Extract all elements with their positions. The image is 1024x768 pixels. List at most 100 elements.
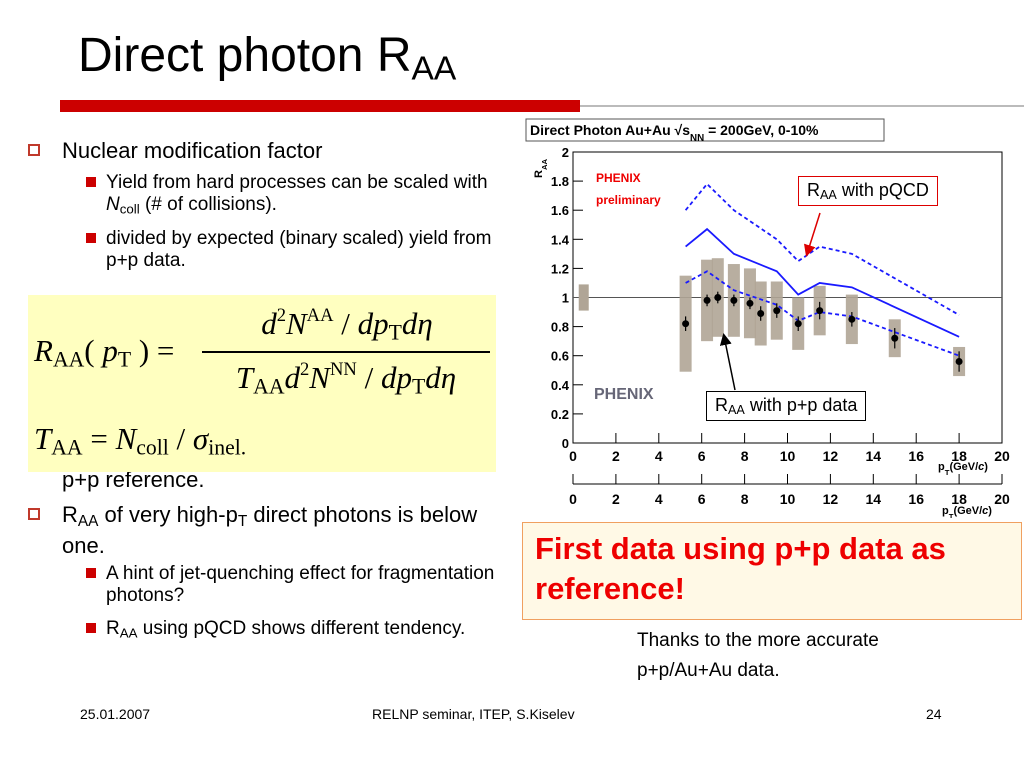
experiment-label: PHENIX — [596, 171, 641, 185]
bullet: Nuclear modification factor — [62, 139, 512, 163]
x-tick-label: 2 — [612, 491, 620, 507]
x-tick-label: 14 — [866, 491, 882, 507]
formula-box: RAA( pT ) = d2NAA / dpTdη TAAd2NNN / dpT… — [28, 295, 496, 472]
text-run: T — [949, 512, 954, 519]
text-run: d — [425, 360, 441, 396]
rich-text: Direct Photon Au+Au √sNN = 200GeV, 0-10% — [530, 122, 819, 144]
x-tick-label: 18 — [951, 448, 967, 464]
note: Thanks to the more accurate p+p/Au+Au da… — [637, 630, 879, 681]
text-run: η — [440, 360, 457, 396]
text-run: c — [978, 461, 984, 473]
data-point — [746, 299, 754, 307]
data-point — [955, 358, 963, 366]
headline: First data using p+p data as reference! — [522, 522, 1022, 620]
text-run: AA — [119, 625, 138, 641]
text-run: ) — [988, 505, 992, 517]
text-run: η — [417, 306, 433, 342]
text-run: dp — [357, 306, 389, 342]
bullet-marker — [28, 144, 40, 156]
text-run: with pQCD — [836, 180, 929, 200]
data-point — [714, 294, 722, 301]
y-tick-label: 1.2 — [551, 261, 569, 276]
x-tick-label: 12 — [823, 448, 839, 464]
text-run: AA — [411, 50, 457, 88]
x-tick-label: 6 — [698, 448, 706, 464]
text-run: (# of collisions). — [139, 194, 277, 215]
y-tick-label: 0.4 — [551, 378, 570, 393]
text-run: Direct photon R — [78, 29, 412, 82]
text-run: NN — [329, 359, 357, 380]
text-run: p — [942, 505, 949, 517]
data-point — [794, 320, 802, 328]
pqcd-lower — [685, 270, 960, 357]
text-run: ( — [84, 333, 103, 368]
text-run: c — [982, 505, 988, 517]
y-tick-label: 1.4 — [551, 232, 570, 247]
text-run: (GeV/ — [949, 461, 978, 473]
text-run: coll — [136, 435, 169, 460]
data-point — [682, 320, 690, 328]
text-run: AA — [51, 435, 83, 460]
x-tick-label: 0 — [569, 448, 577, 464]
text-run: 2 — [276, 305, 286, 326]
x-tick-label: 14 — [866, 448, 882, 464]
text-run: (GeV/ — [953, 505, 982, 517]
rich-text: pT(GeV/c) — [938, 461, 988, 477]
y-tick-label: 0.2 — [551, 407, 569, 422]
bullet-marker — [28, 508, 40, 520]
text-run: using pQCD shows different tendency. — [137, 618, 466, 639]
sub-bullet: RAA using pQCD shows different tendency. — [106, 618, 506, 644]
text-run: A hint of jet-quenching effect for fragm… — [106, 563, 495, 606]
formula-lhs: RAA( pT ) = — [34, 333, 174, 372]
text-run: AA — [253, 374, 285, 399]
text-run: N — [115, 421, 137, 456]
text-run: N — [285, 306, 307, 342]
text-run: divided by expected (binary scaled) yiel… — [106, 228, 492, 271]
footer-center: RELNP seminar, ITEP, S.Kiselev — [372, 706, 575, 722]
x-tick-label: 8 — [741, 491, 749, 507]
x-tick-label: 16 — [908, 448, 924, 464]
text-run: direct photons is below one. — [62, 502, 478, 558]
text-run: N — [309, 360, 330, 396]
text-run: AA — [52, 347, 85, 372]
sub-bullet-marker — [86, 623, 96, 633]
text-run: / — [168, 421, 193, 456]
text-run: / — [333, 306, 358, 342]
chart-title-box — [525, 118, 885, 142]
text-run: R — [106, 618, 120, 639]
text-run: d — [261, 306, 277, 342]
text-run: coll — [119, 201, 140, 217]
text-run: / — [356, 360, 381, 396]
text-run: AA — [306, 305, 334, 326]
x-tick-label: 6 — [698, 491, 706, 507]
text-run: d — [401, 306, 418, 342]
y-tick-label: 0.6 — [551, 349, 569, 364]
y-tick-label: 0.8 — [551, 320, 569, 335]
text-run: 2 — [299, 359, 310, 380]
sub-bullet-marker — [86, 177, 96, 187]
text-run: AA — [820, 188, 837, 203]
text-run: T — [235, 360, 254, 396]
text-run: d — [284, 360, 300, 396]
text-run: R — [62, 502, 78, 527]
y-tick-label: 1 — [562, 291, 569, 306]
text-run: ) — [984, 461, 988, 473]
text-run: NN — [690, 133, 704, 144]
text-run: Direct Photon Au+Au — [530, 122, 675, 138]
text-run: Yield from hard processes can be scaled … — [106, 172, 488, 193]
sub-bullet: A hint of jet-quenching effect for fragm… — [106, 563, 506, 607]
text-run: p — [102, 333, 118, 368]
text-run: R — [715, 395, 728, 415]
bullet: RAA of very high-pT direct photons is be… — [62, 503, 512, 558]
text-run: with p+p data — [744, 395, 858, 415]
text-run: T — [945, 468, 950, 477]
text-run: of very high-p — [98, 502, 238, 527]
x-tick-label: 0 — [569, 491, 577, 507]
text-run: R — [533, 170, 545, 178]
text-run: N — [106, 194, 120, 215]
y-tick-label: 0 — [562, 436, 569, 451]
pqcd-line — [685, 227, 960, 338]
x-tick-label: 4 — [655, 491, 663, 507]
slide-title: Direct photon RAA — [78, 26, 456, 99]
